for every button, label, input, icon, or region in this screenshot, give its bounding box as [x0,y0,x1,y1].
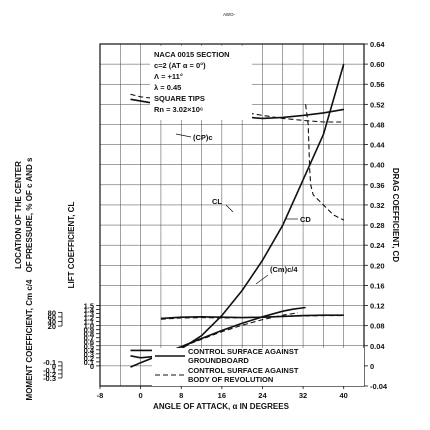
y-label-moment: MOMENT COEFFICIENT, Cm c/4 [25,279,34,400]
label-cm-leader [255,274,269,285]
cd-tick-label: 0.56 [370,80,385,89]
series-cp-c-dashed [160,315,344,320]
legend-label-dashed-1: CONTROL SURFACE AGAINST [188,366,299,375]
y-label-cp: LOCATION OF THE CENTER OF PRESSURE, % OF… [14,157,34,272]
cl-tick-label: 0.9 [84,326,94,335]
cl-tick-label: 1.2 [84,314,94,323]
cl-tick-label: 1.1 [84,318,94,327]
info-line-section: NACA 0015 SECTION [154,50,230,59]
axes: -8 0 8 16 24 32 40-0.0400.040.080.120.160.200.… [43,40,388,400]
cl-tick-label: 0.1 [84,358,94,367]
cd-tick-label: 0.52 [370,100,385,109]
info-line-reynolds: Rn = 3.02×10⁶ [154,105,203,114]
cd-tick-label: 0.44 [370,141,385,150]
y-label-cp-line1: LOCATION OF THE CENTER [14,161,23,269]
label-cm: (Cm)c/4 [270,265,298,274]
x-tick-label: 0 [139,391,143,400]
section-info: NACA 0015 SECTION c=2 (AT α = 0°) Λ = +1… [150,46,252,120]
info-line-tips: SQUARE TIPS [154,94,205,103]
cd-tick-label: 0.36 [370,181,385,190]
legend-label-solid-1: CONTROL SURFACE AGAINST [188,347,299,356]
cm-tick-label: 0 [52,362,56,371]
label-cp-c-leader [175,133,192,138]
label-cd: CD [300,215,311,224]
info-line-taper: λ = 0.45 [154,83,181,92]
legend-label-dashed-2: BODY OF REVOLUTION [188,375,273,384]
cd-tick-label: -0.04 [370,382,388,391]
cl-tick-label: 1.4 [84,306,95,315]
y-label-drag: DRAG COEFFICIENT, CD [391,168,400,262]
x-tick-label: 8 [179,391,183,400]
cl-tick-label: 0 [90,362,94,371]
cl-tick-label: 0.8 [84,330,94,339]
x-tick-label: 32 [299,391,307,400]
cm-tick-label: -0.2 [43,370,56,379]
cd-tick-label: 0.04 [370,342,385,351]
x-tick-label: 24 [258,391,267,400]
cl-tick-label: 1.3 [84,310,94,319]
cd-tick-label: 0.48 [370,120,385,129]
label-cp-c: (CP)c [193,133,213,142]
cd-tick-label: 0.16 [370,281,385,290]
y-label-cp-line2: OF PRESSURE, % OF c AND s [25,157,34,272]
cl-tick-label: 0.5 [84,342,94,351]
x-tick-label: 40 [340,391,348,400]
cp-tick-label: 60 [48,313,56,322]
cp-tick-label: 40 [48,317,56,326]
cp-tick-label: 20 [48,322,56,331]
cm-tick-label: -0.1 [43,366,56,375]
cl-tick-label: 1.0 [84,322,94,331]
cm-tick-label: -0.3 [43,374,56,383]
cd-tick-label: 0.20 [370,261,385,270]
cd-tick-label: 0.28 [370,221,385,230]
cl-tick-label: 0.7 [84,334,94,343]
label-cl-leader [225,204,234,213]
y-label-lift: LIFT COEFFICIENT, CL [67,202,76,289]
cd-tick-label: 0.12 [370,302,385,311]
cd-tick-label: 0 [370,362,374,371]
series-cd-dashed [305,104,344,221]
legend: CONTROL SURFACE AGAINST GROUNDBOARD CONT… [152,347,364,386]
label-cl: CL [212,197,222,206]
cm-tick-label: -0.1 [43,358,56,367]
cd-tick-label: 0.64 [370,40,385,49]
cd-tick-label: 0.32 [370,201,385,210]
x-tick-label: -8 [97,391,104,400]
legend-label-solid-2: GROUNDBOARD [188,356,249,365]
header-marks: AWO- [223,12,236,17]
cl-tick-label: 0.6 [84,338,94,347]
x-tick-label: 16 [218,391,226,400]
cl-tick-label: 0.2 [84,354,94,363]
info-line-camber: c=2 (AT α = 0°) [154,61,206,70]
cl-tick-label: 1.5 [84,302,94,311]
cl-tick-label: 0.4 [84,346,95,355]
info-line-sweep: Λ = +11° [154,72,183,81]
cp-tick-label: 80 [48,308,56,317]
cd-tick-label: 0.40 [370,161,385,170]
x-axis-label: ANGLE OF ATTACK, α IN DEGREES [153,402,290,411]
cd-tick-label: 0.24 [370,241,385,250]
cd-tick-label: 0.08 [370,322,385,331]
cl-tick-label: 0.3 [84,350,94,359]
cd-tick-label: 0.60 [370,60,385,69]
